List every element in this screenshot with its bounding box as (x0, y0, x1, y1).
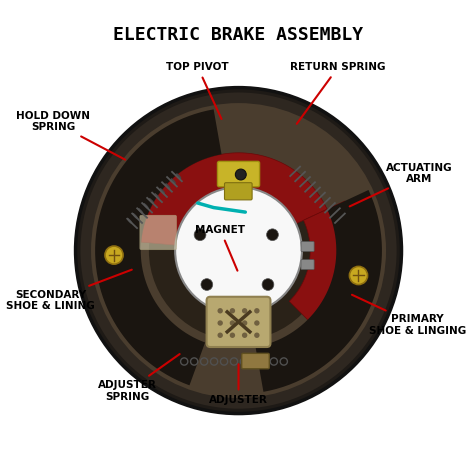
Text: MAGNET: MAGNET (195, 225, 246, 271)
Text: ADJUSTER: ADJUSTER (209, 365, 268, 405)
Circle shape (149, 161, 328, 340)
Circle shape (91, 103, 386, 398)
Polygon shape (255, 190, 382, 392)
FancyBboxPatch shape (301, 260, 314, 270)
Text: SECONDARY
SHOE & LINING: SECONDARY SHOE & LINING (6, 270, 132, 311)
Circle shape (218, 308, 223, 313)
Circle shape (194, 229, 206, 241)
FancyBboxPatch shape (218, 161, 260, 187)
Circle shape (230, 320, 235, 326)
Circle shape (236, 169, 246, 180)
Circle shape (349, 266, 367, 284)
Circle shape (201, 279, 213, 291)
FancyBboxPatch shape (225, 182, 252, 200)
Circle shape (254, 320, 260, 326)
Circle shape (254, 308, 260, 313)
Circle shape (218, 333, 223, 338)
Circle shape (266, 229, 278, 241)
Circle shape (81, 92, 397, 409)
Circle shape (218, 320, 223, 326)
FancyBboxPatch shape (242, 353, 269, 369)
FancyBboxPatch shape (207, 297, 271, 347)
Text: ACTUATING
ARM: ACTUATING ARM (350, 163, 453, 206)
Polygon shape (95, 109, 221, 385)
Text: HOLD DOWN
SPRING: HOLD DOWN SPRING (16, 111, 125, 160)
Circle shape (242, 308, 247, 313)
Text: ADJUSTER
SPRING: ADJUSTER SPRING (98, 354, 180, 402)
FancyBboxPatch shape (140, 215, 176, 250)
Polygon shape (289, 201, 356, 334)
Text: PRIMARY
SHOE & LINGING: PRIMARY SHOE & LINGING (352, 295, 466, 336)
Circle shape (105, 246, 123, 264)
Text: ELECTRIC BRAKE ASSEMBLY: ELECTRIC BRAKE ASSEMBLY (113, 27, 364, 45)
Circle shape (75, 88, 401, 413)
Circle shape (175, 187, 302, 314)
Circle shape (230, 308, 235, 313)
Text: TOP PIVOT: TOP PIVOT (166, 62, 229, 119)
Polygon shape (141, 153, 327, 246)
Circle shape (262, 279, 274, 291)
Circle shape (230, 333, 235, 338)
Circle shape (254, 333, 260, 338)
FancyBboxPatch shape (301, 242, 314, 252)
Text: RETURN SPRING: RETURN SPRING (291, 62, 386, 124)
Circle shape (242, 333, 247, 338)
Circle shape (242, 320, 247, 326)
